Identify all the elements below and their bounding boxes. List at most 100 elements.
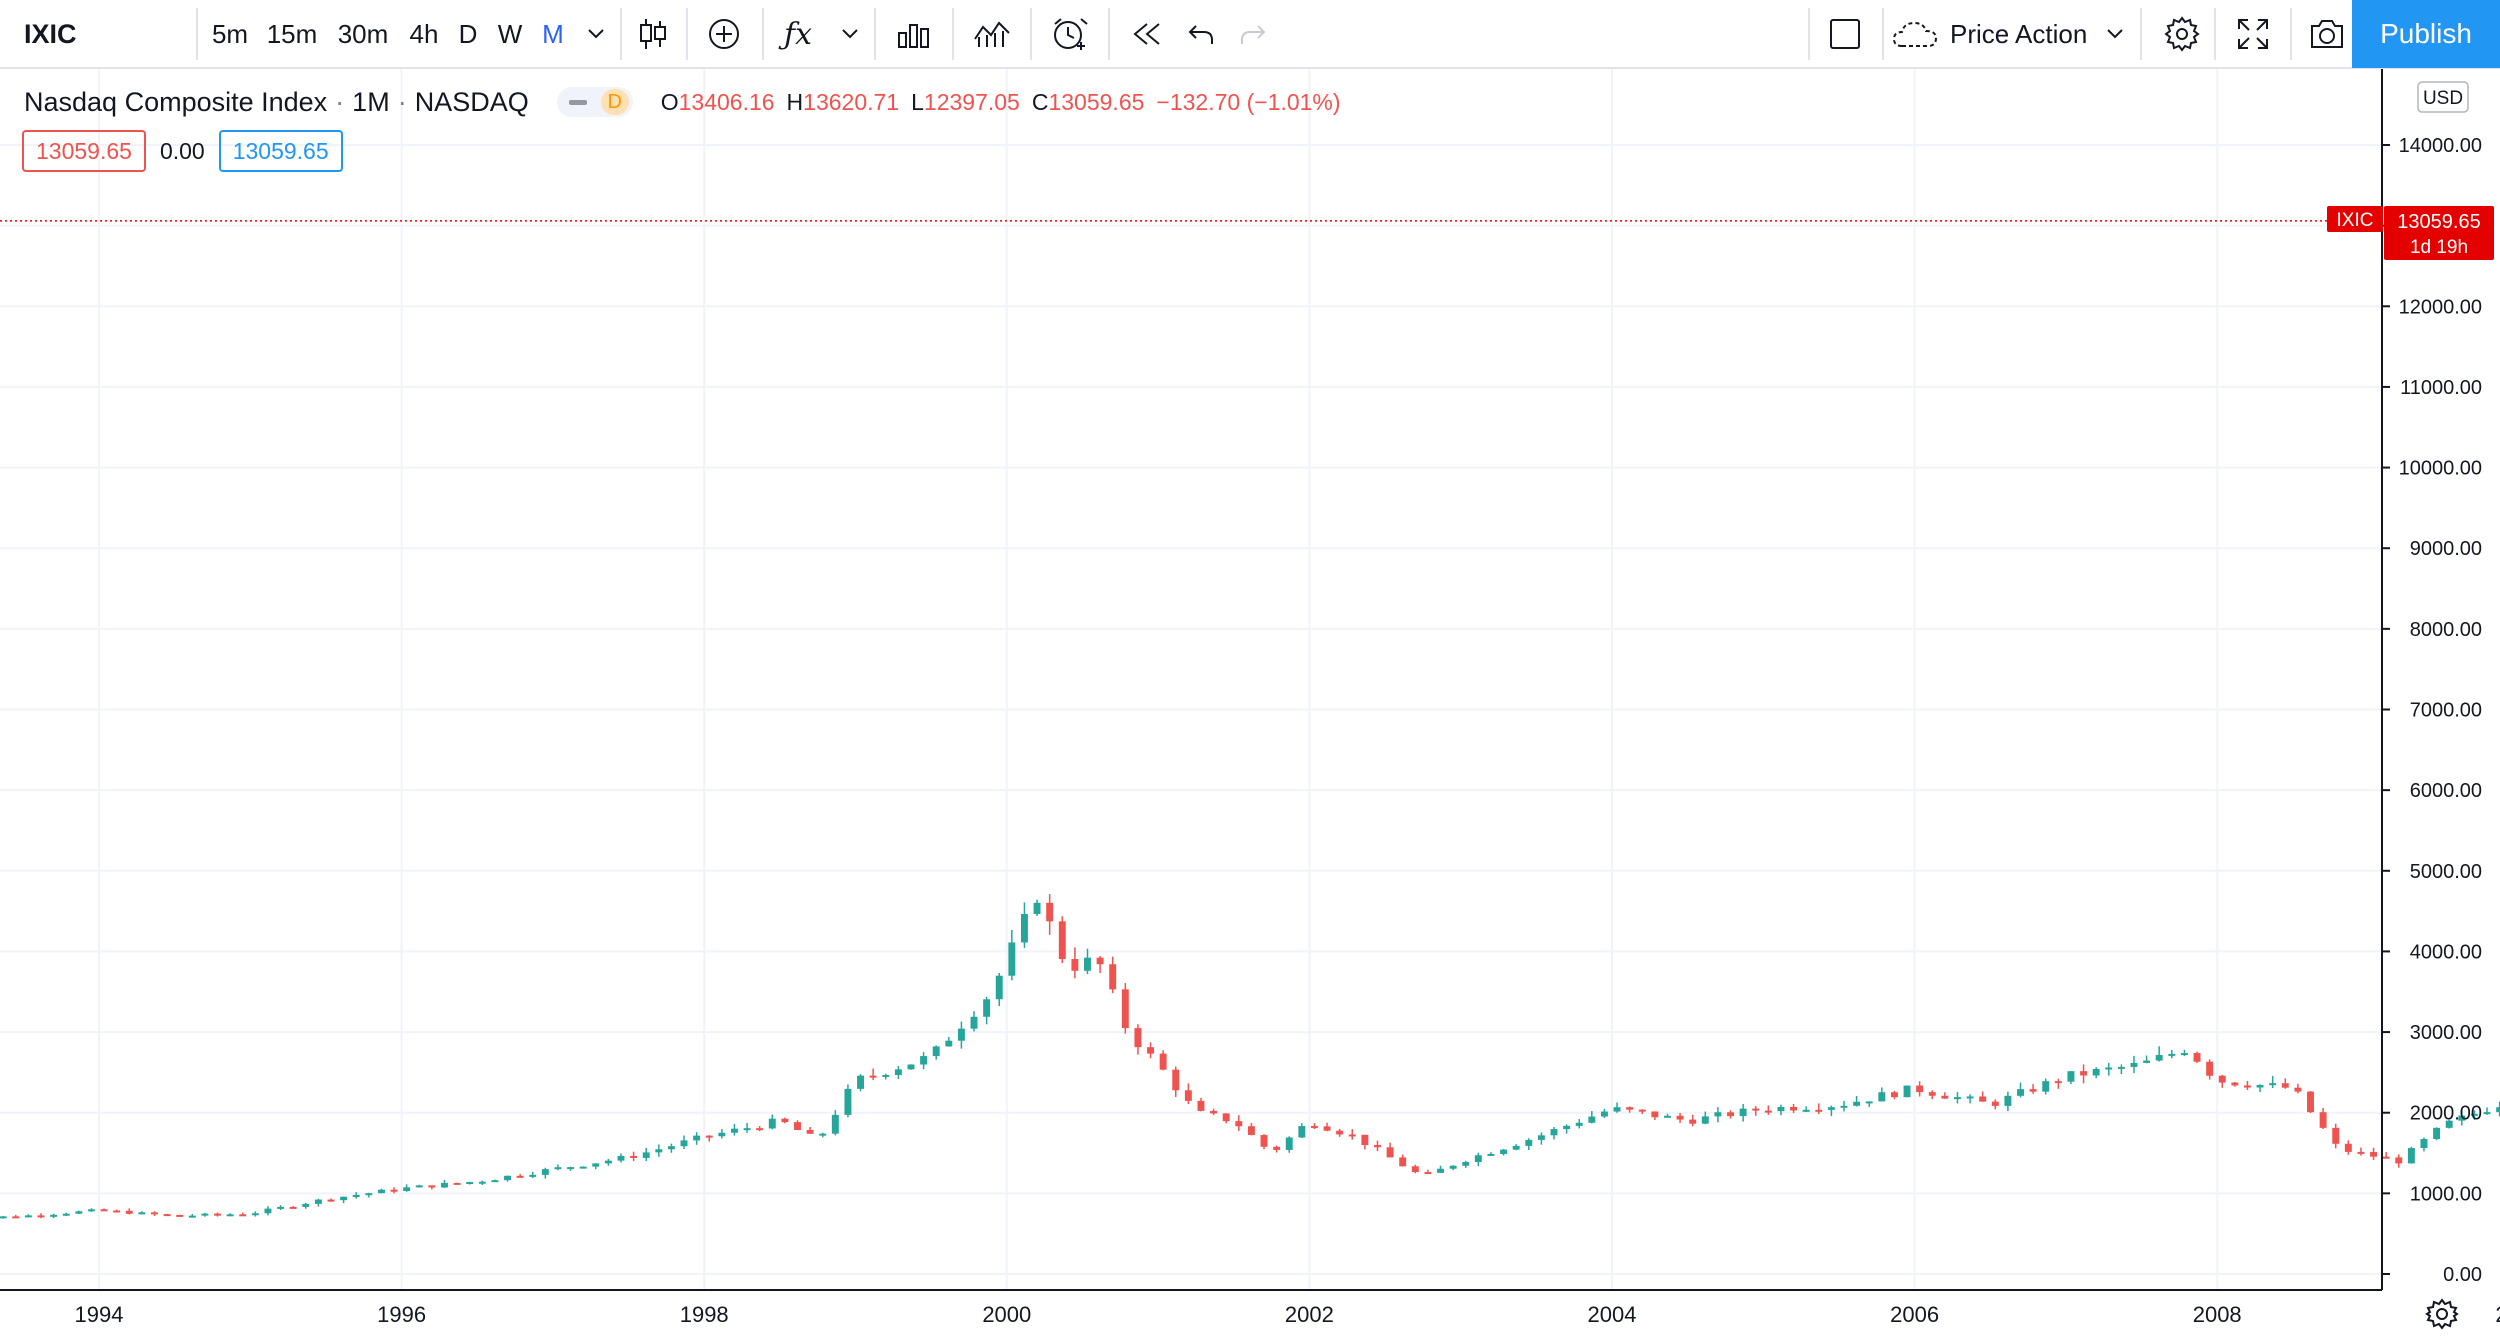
candle-body — [1348, 1134, 1356, 1137]
candle-body — [2004, 1095, 2012, 1106]
open-label: O — [660, 88, 679, 115]
price-tick-label: 7000.00 — [2410, 700, 2482, 722]
candle-body — [2117, 1066, 2125, 1069]
timeframe-m[interactable]: M — [542, 18, 564, 49]
candle-body — [844, 1088, 852, 1115]
high-label: H — [786, 88, 804, 115]
candle-body — [1563, 1125, 1571, 1130]
settings-gear-icon[interactable] — [2150, 0, 2214, 68]
candle-body — [617, 1155, 625, 1161]
candles-chart-type-icon[interactable] — [630, 0, 676, 68]
timeframe-30m[interactable]: 30m — [337, 18, 389, 49]
candle-body — [705, 1135, 713, 1138]
candle-body — [794, 1122, 801, 1130]
price-tick-label: 6000.00 — [2410, 780, 2482, 802]
candle-body — [466, 1182, 474, 1185]
candle-body — [2281, 1083, 2289, 1088]
candles-series — [0, 894, 2500, 1219]
last-price-tag — [2384, 206, 2494, 260]
instrument-name[interactable]: Nasdaq Composite Index — [24, 86, 328, 117]
candle-body — [1197, 1100, 1205, 1111]
candle-body — [2143, 1060, 2151, 1063]
last-price-label: IXIC 13059.65 1d 19h — [2327, 206, 2494, 260]
time-tick-label: 2010 — [2495, 1302, 2500, 1327]
alert-clock-icon[interactable] — [1040, 0, 1100, 68]
time-tick-label: 1998 — [680, 1302, 729, 1327]
candle-body — [567, 1167, 575, 1170]
timeframe-dropdown-chevron-icon[interactable] — [580, 0, 612, 68]
candle-body — [1008, 942, 1016, 976]
timeframe-4h[interactable]: 4h — [409, 18, 439, 49]
candle-body — [1588, 1116, 1596, 1123]
axis-settings-gear-icon[interactable] — [2425, 1298, 2459, 1330]
replay-rewind-icon[interactable] — [1118, 0, 1176, 68]
template-selector[interactable]: Price Action — [1892, 0, 2122, 68]
candle-body — [1134, 1028, 1142, 1048]
candle-body — [768, 1118, 776, 1129]
candle-body — [1600, 1111, 1608, 1117]
toolbar-separator — [1030, 8, 1032, 60]
candle-body — [604, 1160, 612, 1164]
candle-body — [1172, 1069, 1180, 1091]
data-badge[interactable]: D — [556, 87, 633, 117]
undo-icon[interactable] — [1176, 0, 1226, 68]
price-tick-label: 4000.00 — [2410, 941, 2482, 963]
financials-bar-chart-icon[interactable] — [884, 0, 944, 68]
timeframe-w[interactable]: W — [497, 18, 523, 49]
currency-badge-box[interactable] — [2417, 81, 2469, 113]
toolbar-separator — [2214, 8, 2216, 60]
candle-body — [869, 1075, 877, 1078]
timeframe-5m[interactable]: 5m — [211, 18, 249, 49]
template-dropdown-chevron-icon[interactable] — [2098, 0, 2132, 68]
candle-body — [491, 1180, 499, 1183]
candle-body — [1613, 1107, 1621, 1112]
close-value: 13059.65 — [1048, 88, 1145, 115]
candle-body — [2458, 1115, 2466, 1121]
timeframe-d[interactable]: D — [458, 18, 478, 49]
redo-icon[interactable] — [1228, 0, 1278, 68]
candle-body — [2231, 1082, 2239, 1086]
high-value: 13620.71 — [803, 88, 900, 115]
timeframe-15m[interactable]: 15m — [266, 18, 318, 49]
legend-interval: 1M — [352, 86, 390, 117]
bid-box[interactable]: 13059.65 — [22, 130, 146, 172]
toolbar-separator — [2140, 8, 2142, 60]
ask-box[interactable]: 13059.65 — [218, 130, 343, 172]
legend-exchange: NASDAQ — [414, 86, 529, 117]
layout-square-icon[interactable] — [1818, 0, 1872, 68]
candle-body — [2067, 1071, 2075, 1082]
candle-body — [730, 1128, 738, 1133]
candle-body — [2370, 1152, 2378, 1157]
candle-body — [2470, 1113, 2478, 1116]
snapshot-camera-icon[interactable] — [2298, 0, 2356, 68]
last-price-value: 13059.65 — [2397, 211, 2480, 233]
candle-body — [0, 1216, 7, 1219]
indicators-fx-icon[interactable]: ƒx — [783, 16, 813, 52]
time-axis[interactable]: 1994199619982000200220042006200820102012… — [75, 1302, 2500, 1327]
price-tick-label: 2000.00 — [2410, 1103, 2482, 1125]
candle-body — [2180, 1053, 2188, 1056]
candle-body — [176, 1214, 184, 1217]
candle-body — [2054, 1081, 2062, 1084]
candle-body — [2496, 1107, 2500, 1113]
symbol-search[interactable]: IXIC — [24, 18, 77, 49]
candle-body — [138, 1212, 146, 1215]
candle-body — [983, 999, 991, 1017]
candle-body — [1941, 1095, 1949, 1099]
price-tick-label: 1000.00 — [2410, 1183, 2482, 1205]
chart-legend: Nasdaq Composite Index · 1M · NASDAQ D O… — [24, 82, 1341, 122]
indicators-dropdown-chevron-icon[interactable] — [834, 0, 866, 68]
candle-body — [1033, 902, 1041, 915]
compare-symbols-icon[interactable] — [962, 0, 1022, 68]
price-chart[interactable]: 0.00 1000.00 2000.00 3000.00 4000.00 5000.00 6… — [0, 69, 2500, 1344]
candle-body — [894, 1069, 902, 1075]
fullscreen-icon[interactable] — [2222, 0, 2284, 68]
add-indicator-plus-icon[interactable] — [696, 0, 752, 68]
candle-body — [1840, 1105, 1848, 1108]
candle-body — [945, 1040, 953, 1047]
candle-body — [630, 1155, 638, 1158]
delayed-badge: D — [600, 89, 629, 115]
candle-body — [2092, 1068, 2100, 1076]
publish-button[interactable]: Publish — [2352, 0, 2500, 68]
candle-body — [1210, 1110, 1218, 1114]
